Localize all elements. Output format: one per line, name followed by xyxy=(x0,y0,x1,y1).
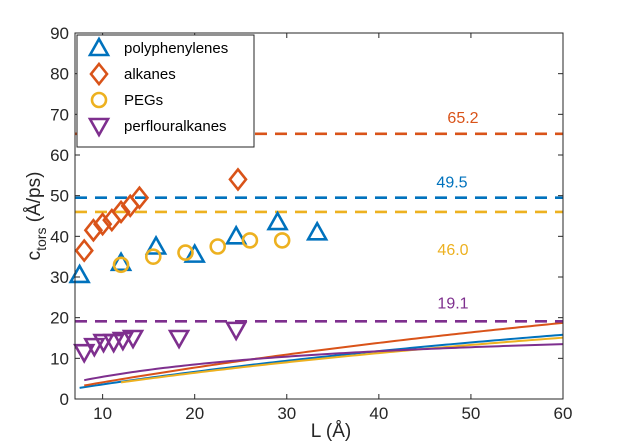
data-point-pegs xyxy=(241,232,259,249)
data-point-pegs xyxy=(209,238,227,255)
data-point-alkanes xyxy=(129,185,150,210)
fit-curve-pegs xyxy=(120,336,564,384)
data-point-perflouralkanes xyxy=(224,321,248,342)
x-tick-label: 20 xyxy=(185,404,204,423)
fit-curves xyxy=(79,321,564,389)
plot-frame xyxy=(74,32,564,400)
fit-curve-perflouralkanes xyxy=(84,343,564,382)
data-point-pegs xyxy=(273,232,291,249)
asymptote-label-alkanes: 65.2 xyxy=(447,110,478,127)
data-point-alkanes xyxy=(228,167,248,192)
y-axis-label-unit: (Å/ps) xyxy=(24,172,45,228)
data-point-polyphenylenes xyxy=(266,210,289,231)
x-tick-label: 60 xyxy=(554,404,573,423)
asymptote-lines xyxy=(75,132,563,323)
y-tick-label: 0 xyxy=(60,390,69,409)
legend-marker-perflouralkanes xyxy=(87,117,111,138)
x-axis-label: L (Å) xyxy=(311,421,351,442)
y-tick-label: 80 xyxy=(50,65,69,84)
data-point-alkanes xyxy=(83,218,104,243)
data-point-alkanes xyxy=(74,238,94,263)
fit-curve-alkanes xyxy=(84,321,564,387)
legend-label-alkanes: alkanes xyxy=(124,66,176,83)
y-axis-ticks: 0 10 20 30 40 50 60 70 80 90 xyxy=(50,24,563,409)
data-point-pegs xyxy=(112,256,130,274)
y-tick-label: 40 xyxy=(50,227,69,246)
data-point-alkanes xyxy=(92,212,113,237)
y-axis-label: ctors (Å/ps) xyxy=(24,172,49,261)
x-tick-label: 50 xyxy=(461,404,480,423)
y-tick-label: 50 xyxy=(50,187,69,206)
asymptote-labels: 49.5 65.2 46.0 19.1 xyxy=(436,110,478,312)
data-point-polyphenylenes xyxy=(109,251,133,272)
legend-marker-alkanes xyxy=(89,61,109,87)
data-point-perflouralkanes xyxy=(121,329,145,350)
y-tick-label: 10 xyxy=(50,349,69,368)
legend-label-polyphenylenes: polyphenylenes xyxy=(124,40,228,57)
data-point-perflouralkanes xyxy=(83,337,106,358)
data-point-polyphenylenes xyxy=(224,224,248,245)
asymptote-label-pegs: 46.0 xyxy=(437,242,468,259)
legend: polyphenylenes alkanes PEGs perflouralkanes xyxy=(76,34,255,148)
legend-label-pegs: PEGs xyxy=(124,92,163,109)
data-point-pegs xyxy=(177,244,194,261)
y-axis-label-subscript: tors xyxy=(33,228,49,251)
x-tick-label: 40 xyxy=(369,404,388,423)
data-point-polyphenylenes xyxy=(183,242,206,263)
data-point-pegs xyxy=(144,248,162,265)
data-point-polyphenylenes xyxy=(144,234,168,255)
y-tick-label: 90 xyxy=(50,24,69,43)
legend-marker-polyphenylenes xyxy=(87,36,111,57)
y-axis-label-main: c xyxy=(24,251,45,261)
y-tick-label: 20 xyxy=(50,309,69,328)
x-tick-label: 10 xyxy=(93,404,112,423)
legend-marker-pegs xyxy=(90,91,108,109)
data-point-polyphenylenes xyxy=(305,220,329,241)
data-point-alkanes xyxy=(111,199,131,225)
y-tick-label: 60 xyxy=(50,146,69,165)
y-tick-label: 70 xyxy=(50,105,69,124)
data-point-perflouralkanes xyxy=(72,343,96,364)
data-point-perflouralkanes xyxy=(111,331,135,352)
x-tick-label: 30 xyxy=(277,404,296,423)
y-tick-label: 30 xyxy=(50,268,69,287)
data-point-perflouralkanes xyxy=(167,329,191,350)
asymptote-label-perflouralkanes: 19.1 xyxy=(437,295,468,312)
x-axis-ticks: 10 20 30 40 50 60 xyxy=(93,33,572,423)
asymptote-label-polyphenylenes: 49.5 xyxy=(436,175,467,192)
legend-label-perflouralkanes: perflouralkanes xyxy=(124,118,227,135)
